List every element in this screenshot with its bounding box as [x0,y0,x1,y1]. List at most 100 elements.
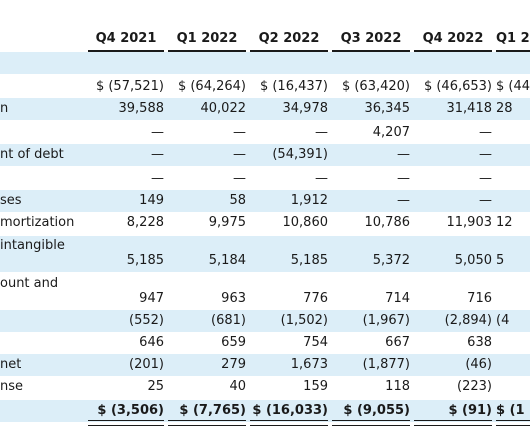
table-cell: 638 [467,335,492,350]
table-cell: 149 [139,193,164,208]
table-cell: $ (1 [496,403,525,418]
table-row: ount and 947 963 776 714 716 [0,274,530,310]
table-cell: — [397,147,410,162]
table-cell: 25 [147,379,164,394]
table-cell: 947 [139,291,164,306]
table-cell: $ (16,033) [252,403,328,418]
table-cell: — [479,125,492,140]
table-cell: 279 [221,357,246,372]
table-row: 646 659 754 667 638 [0,332,530,354]
table-cell: — [233,171,246,186]
table-cell: $ (9,055) [343,403,410,418]
table-cell: 31,418 [446,101,493,116]
table-cell: 9,975 [208,215,246,230]
column-header: Q1 2022 [168,28,246,52]
table-cell: — [151,125,164,140]
table-row: n 39,588 40,022 34,978 36,345 31,418 28 [0,98,530,120]
table-row [0,52,530,74]
table-cell: — [397,171,410,186]
table-cell: $ (3,506) [97,403,164,418]
total-double-underline [250,420,328,426]
column-header: Q3 2022 [332,28,410,52]
table-row: nse 25 40 159 118 (223) [0,376,530,398]
table-cell: 5,372 [372,253,410,268]
row-label: nt of debt [0,147,64,162]
table-cell: 659 [221,335,246,350]
row-label: nse [0,379,24,394]
table-row: net (201) 279 1,673 (1,877) (46) [0,354,530,376]
table-cell: $ (7,765) [179,403,246,418]
table-cell: $ (46,653) [423,79,492,94]
table-cell: 667 [385,335,410,350]
total-double-underline [496,420,530,426]
table-row: intangible 5,185 5,184 5,185 5,372 5,050 5 [0,236,530,272]
table-cell: 714 [385,291,410,306]
table-cell: 1,673 [290,357,328,372]
table-cell: 159 [303,379,328,394]
row-label: net [0,357,22,372]
table-cell: 646 [139,335,164,350]
table-cell: (54,391) [272,147,328,162]
table-cell: (201) [129,357,164,372]
table-cell: 10,786 [364,215,411,230]
column-header: Q4 2022 [414,28,492,52]
table-cell: 34,978 [282,101,329,116]
total-double-underline [414,420,492,426]
table-cell: — [233,125,246,140]
table-cell: 4,207 [372,125,410,140]
row-label: ses [0,193,22,208]
table-cell: 5,184 [208,253,246,268]
table-row: mortization 8,228 9,975 10,860 10,786 11,903 1… [0,212,530,234]
table-cell: (1,967) [362,313,410,328]
table-cell: — [151,147,164,162]
column-header: Q2 2022 [250,28,328,52]
table-cell: (552) [129,313,164,328]
table-cell: 11,903 [446,215,493,230]
table-cell: — [151,171,164,186]
table-cell: 39,588 [118,101,165,116]
total-double-underline [88,420,164,426]
table-cell: $ (91) [448,403,492,418]
table-cell: 1,912 [290,193,328,208]
column-header: Q1 2 [496,28,530,52]
table-cell: 40 [229,379,246,394]
table-cell: — [315,171,328,186]
table-cell: — [479,193,492,208]
table-cell: 5,185 [126,253,164,268]
column-header: Q4 2021 [88,28,164,52]
table-cell: (2,894) [444,313,492,328]
table-cell: $ (63,420) [341,79,410,94]
row-label: n [0,101,9,116]
table-cell: — [397,193,410,208]
table-cell: (1,877) [362,357,410,372]
table-cell: 5 [496,253,505,268]
table-cell: 40,022 [200,101,247,116]
total-double-underline [168,420,246,426]
table-cell: (1,502) [280,313,328,328]
table-cell: 10,860 [282,215,329,230]
table-row: (552) (681) (1,502) (1,967) (2,894) (4 [0,310,530,332]
table-cell: (4 [496,313,510,328]
table-cell: — [479,147,492,162]
table-cell: (223) [457,379,492,394]
table-row: — — — 4,207 — [0,122,530,144]
table-cell: 36,345 [364,101,411,116]
table-cell: 716 [467,291,492,306]
table-cell: 5,050 [454,253,492,268]
table-cell: 12 [496,215,513,230]
table-row: $ (57,521) $ (64,264) $ (16,437) $ (63,420)… [0,76,530,98]
table-cell: $ (16,437) [259,79,328,94]
total-double-underline [332,420,410,426]
table-cell: — [315,125,328,140]
total-row: $ (3,506) $ (7,765) $ (16,033) $ (9,055) $ (… [0,400,530,426]
table-cell: $ (64,264) [177,79,246,94]
row-label: ount and [0,276,59,291]
table-cell: 5,185 [290,253,328,268]
table-cell: (46) [465,357,492,372]
table-cell: $ (57,521) [95,79,164,94]
table-cell: 963 [221,291,246,306]
row-label: intangible [0,238,65,253]
table-row: ses 149 58 1,912 — — [0,190,530,212]
table-cell: 8,228 [126,215,164,230]
